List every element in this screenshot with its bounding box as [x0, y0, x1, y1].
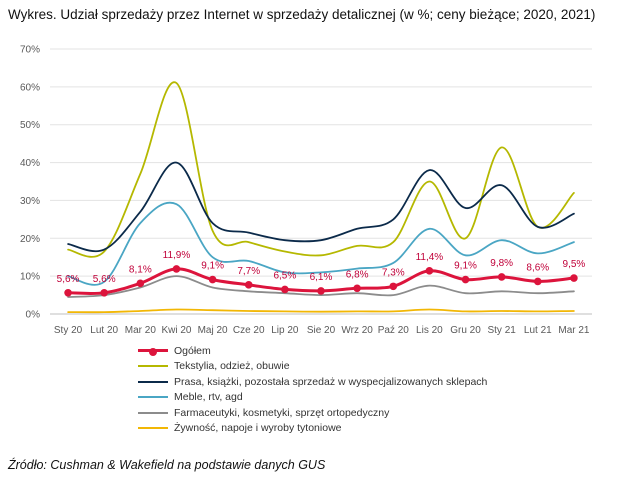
legend-swatch	[138, 365, 168, 368]
x-tick-label: Paź 20	[378, 325, 410, 336]
data-label: 11,9%	[163, 250, 191, 261]
x-tick-label: Sty 20	[54, 325, 83, 336]
chart-legend: Ogółem Tekstylia, odzież, obuwie Prasa, ks…	[138, 343, 487, 436]
data-point	[208, 275, 217, 284]
x-tick-label: Sie 20	[307, 325, 336, 336]
series-line-3	[67, 161, 575, 253]
y-tick-label: 70%	[20, 45, 40, 56]
legend-item: Tekstylia, odzież, obuwie	[138, 359, 487, 375]
data-point	[570, 274, 578, 282]
x-tick-label: Wrz 20	[341, 325, 373, 336]
data-label: 9,5%	[563, 259, 586, 270]
x-tick-label: Maj 20	[198, 325, 228, 336]
legend-label: Prasa, książki, pozostała sprzedaż w wys…	[174, 375, 488, 388]
data-label: 9,8%	[490, 258, 513, 269]
y-tick-label: 40%	[20, 158, 40, 169]
data-point	[172, 265, 181, 273]
data-label: 9,1%	[454, 261, 477, 272]
x-tick-label: Cze 20	[233, 325, 265, 336]
data-label: 6,1%	[310, 272, 333, 283]
legend-item: Żywność, napoje i wyroby tytoniowe	[138, 421, 487, 437]
legend-swatch	[138, 411, 168, 414]
data-point	[244, 281, 253, 289]
data-point	[281, 285, 289, 294]
data-label: 7,7%	[237, 266, 260, 277]
source-note: Źródło: Cushman & Wakefield na podstawie…	[8, 458, 326, 472]
data-point	[497, 273, 506, 281]
data-label: 6,5%	[273, 270, 296, 281]
y-tick-label: 10%	[20, 272, 40, 283]
x-tick-label: Sty 21	[487, 325, 516, 336]
y-tick-label: 20%	[20, 234, 40, 245]
y-tick-label: 50%	[20, 120, 40, 131]
data-point	[534, 277, 542, 286]
legend-item: Prasa, książki, pozostała sprzedaż w wys…	[138, 374, 487, 390]
legend-item: Meble, rtv, agd	[138, 390, 487, 406]
data-point	[425, 267, 434, 275]
series-line-5	[67, 275, 575, 298]
data-label: 9,1%	[201, 261, 224, 272]
legend-swatch	[138, 396, 168, 399]
line-chart: 0% 10% 20% 30% 40% 50% 60% 70% Sty 20 Lut 20 Mar 2…	[20, 45, 592, 336]
x-tick-label: Gru 20	[450, 325, 481, 336]
y-tick-label: 30%	[20, 196, 40, 207]
y-tick-label: 0%	[26, 310, 41, 321]
legend-swatch	[138, 427, 168, 430]
data-point	[317, 287, 325, 295]
data-label: 11,4%	[416, 252, 444, 263]
x-tick-label: Lut 20	[90, 325, 118, 336]
x-tick-label: Lis 20	[416, 325, 443, 336]
legend-label: Ogółem	[174, 344, 211, 357]
data-label: 8,1%	[129, 264, 152, 275]
legend-marker	[149, 347, 157, 356]
x-tick-label: Kwi 20	[161, 325, 191, 336]
x-tick-label: Mar 20	[125, 325, 157, 336]
series-line-6	[67, 308, 575, 314]
legend-label: Meble, rtv, agd	[174, 391, 243, 404]
series-line-4	[67, 201, 575, 286]
data-label: 8,6%	[526, 262, 549, 273]
chart-title: Wykres. Udział sprzedaży przez Internet …	[8, 7, 596, 22]
legend-label: Tekstylia, odzież, obuwie	[174, 360, 290, 373]
data-label: 5,6%	[57, 274, 80, 285]
legend-item: Farmaceutyki, kosmetyki, sprzęt ortopedy…	[138, 405, 487, 421]
x-tick-label: Lut 21	[524, 325, 552, 336]
legend-swatch	[138, 380, 168, 383]
data-point	[136, 279, 145, 288]
legend-item: Ogółem	[138, 343, 487, 359]
data-point	[461, 275, 470, 284]
legend-swatch	[138, 347, 168, 356]
y-tick-label: 60%	[20, 82, 40, 93]
data-label: 6,8%	[346, 269, 369, 280]
series-line-2	[67, 81, 575, 258]
x-tick-label: Mar 21	[558, 325, 590, 336]
data-point	[100, 289, 108, 297]
data-label: 7,3%	[382, 267, 405, 278]
data-point	[64, 289, 72, 297]
x-tick-label: Lip 20	[271, 325, 299, 336]
data-label: 5,6%	[93, 274, 116, 285]
legend-label: Żywność, napoje i wyroby tytoniowe	[174, 422, 342, 435]
data-point	[389, 282, 398, 291]
legend-label: Farmaceutyki, kosmetyki, sprzęt ortopedy…	[174, 406, 390, 419]
data-point	[353, 284, 361, 293]
